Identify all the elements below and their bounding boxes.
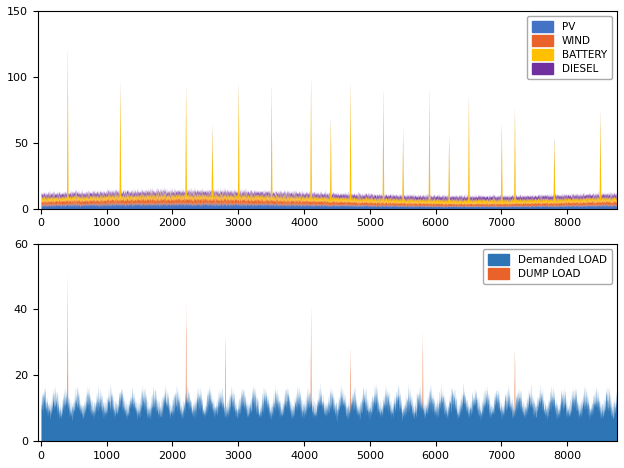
Legend: Demanded LOAD, DUMP LOAD: Demanded LOAD, DUMP LOAD (483, 249, 612, 284)
Legend: PV, WIND, BATTERY, DIESEL: PV, WIND, BATTERY, DIESEL (527, 16, 612, 80)
